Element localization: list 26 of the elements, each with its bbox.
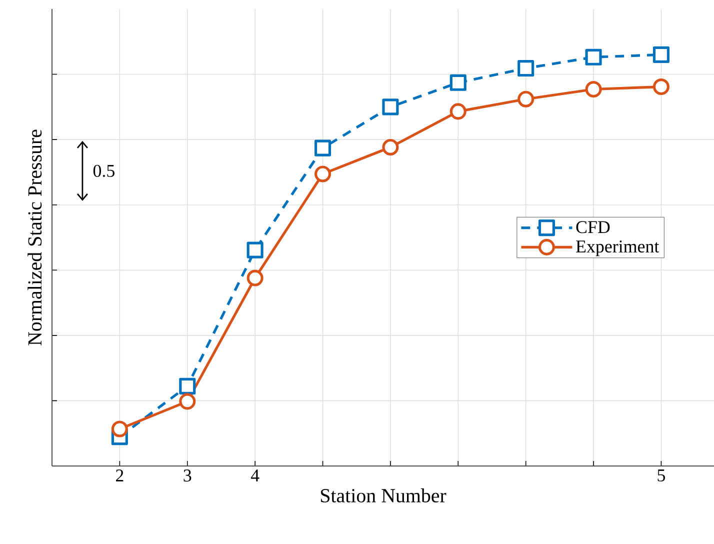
point bbox=[314, 140, 332, 156]
point bbox=[652, 46, 670, 63]
point bbox=[179, 378, 196, 394]
point bbox=[179, 393, 196, 410]
point bbox=[585, 48, 602, 66]
x-tick-label: 3 bbox=[184, 470, 192, 482]
point bbox=[246, 270, 264, 286]
point bbox=[246, 242, 264, 258]
point bbox=[314, 166, 332, 182]
x-tick-label: 2 bbox=[116, 470, 124, 482]
y-axis-title: Normalized Static Pressure bbox=[28, 130, 42, 346]
point bbox=[585, 80, 602, 98]
point bbox=[111, 420, 128, 438]
point bbox=[518, 60, 534, 77]
point bbox=[652, 78, 670, 96]
point bbox=[518, 90, 534, 108]
x-tick-label: 5 bbox=[658, 470, 665, 482]
annotation: 0.5 bbox=[93, 164, 114, 177]
point bbox=[450, 103, 466, 120]
legend-label: CFD bbox=[576, 221, 610, 234]
x-axis-title: Station Number bbox=[320, 488, 446, 502]
point bbox=[382, 138, 399, 156]
legend-label: Experiment bbox=[576, 240, 660, 256]
point bbox=[450, 74, 466, 91]
x-tick-label: 4 bbox=[250, 470, 260, 482]
point bbox=[382, 98, 399, 116]
